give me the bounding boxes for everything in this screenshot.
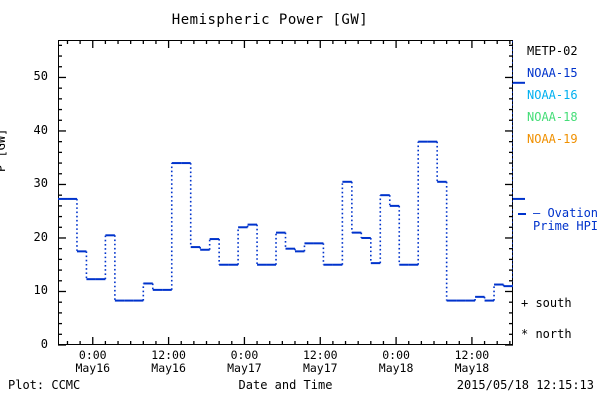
x-tick-date: May18 xyxy=(378,361,414,375)
x-tick-time: 0:00 xyxy=(230,348,259,362)
x-tick-time: 12:00 xyxy=(151,348,186,362)
x-tick-date: May16 xyxy=(151,361,186,375)
y-tick-label: 10 xyxy=(33,283,48,298)
page-title: Hemispheric Power [GW] xyxy=(171,12,369,28)
y-tick-label: 40 xyxy=(33,122,48,137)
x-tick-label: 0:00 May16 xyxy=(58,348,128,375)
x-tick-time: 0:00 xyxy=(382,348,410,362)
x-tick-date: May17 xyxy=(227,361,262,375)
legend-entry-noaa-18[interactable]: NOAA-18 xyxy=(527,110,578,124)
x-tick-label: 12:00 May16 xyxy=(134,348,204,375)
x-tick-date: May17 xyxy=(302,361,338,375)
x-axis-label: Date and Time xyxy=(238,378,333,392)
legend-entry-metp-02[interactable]: METP-02 xyxy=(527,44,578,58)
plot-canvas xyxy=(58,40,513,302)
plot-frame xyxy=(58,40,513,345)
y-tick-label: 20 xyxy=(33,229,48,244)
y-tick-label: 0 xyxy=(40,337,48,351)
ovation-line-1: — Ovation xyxy=(533,206,599,220)
north-marker-label: * north xyxy=(521,327,572,341)
x-tick-label: 0:00 May18 xyxy=(361,348,431,375)
plot-timestamp: 2015/05/18 12:15:13 xyxy=(456,378,594,392)
x-tick-label: 12:00 May17 xyxy=(285,348,355,375)
ovation-line-2: Prime HPI xyxy=(533,219,599,233)
x-tick-label: 0:00 May17 xyxy=(209,348,279,375)
plot-credit: Plot: CCMC xyxy=(8,378,81,392)
x-tick-time: 0:00 xyxy=(78,348,107,362)
x-tick-label: 12:00 May18 xyxy=(437,348,507,375)
legend-entry-noaa-16[interactable]: NOAA-16 xyxy=(527,88,578,102)
legend-entry-noaa-19[interactable]: NOAA-19 xyxy=(527,132,578,146)
x-tick-date: May16 xyxy=(75,361,111,375)
y-tick-label: 50 xyxy=(33,69,48,84)
south-marker-label: + south xyxy=(521,296,572,310)
x-tick-date: May18 xyxy=(454,361,490,375)
legend-entry-noaa-15[interactable]: NOAA-15 xyxy=(527,66,578,80)
x-tick-time: 12:00 xyxy=(302,348,338,362)
y-tick-label: 30 xyxy=(33,176,48,191)
y-axis-label: P [GW] xyxy=(0,128,8,172)
ovation-prime-hpi-label: — Ovation Prime HPI xyxy=(533,207,600,233)
x-tick-time: 12:00 xyxy=(454,348,490,362)
